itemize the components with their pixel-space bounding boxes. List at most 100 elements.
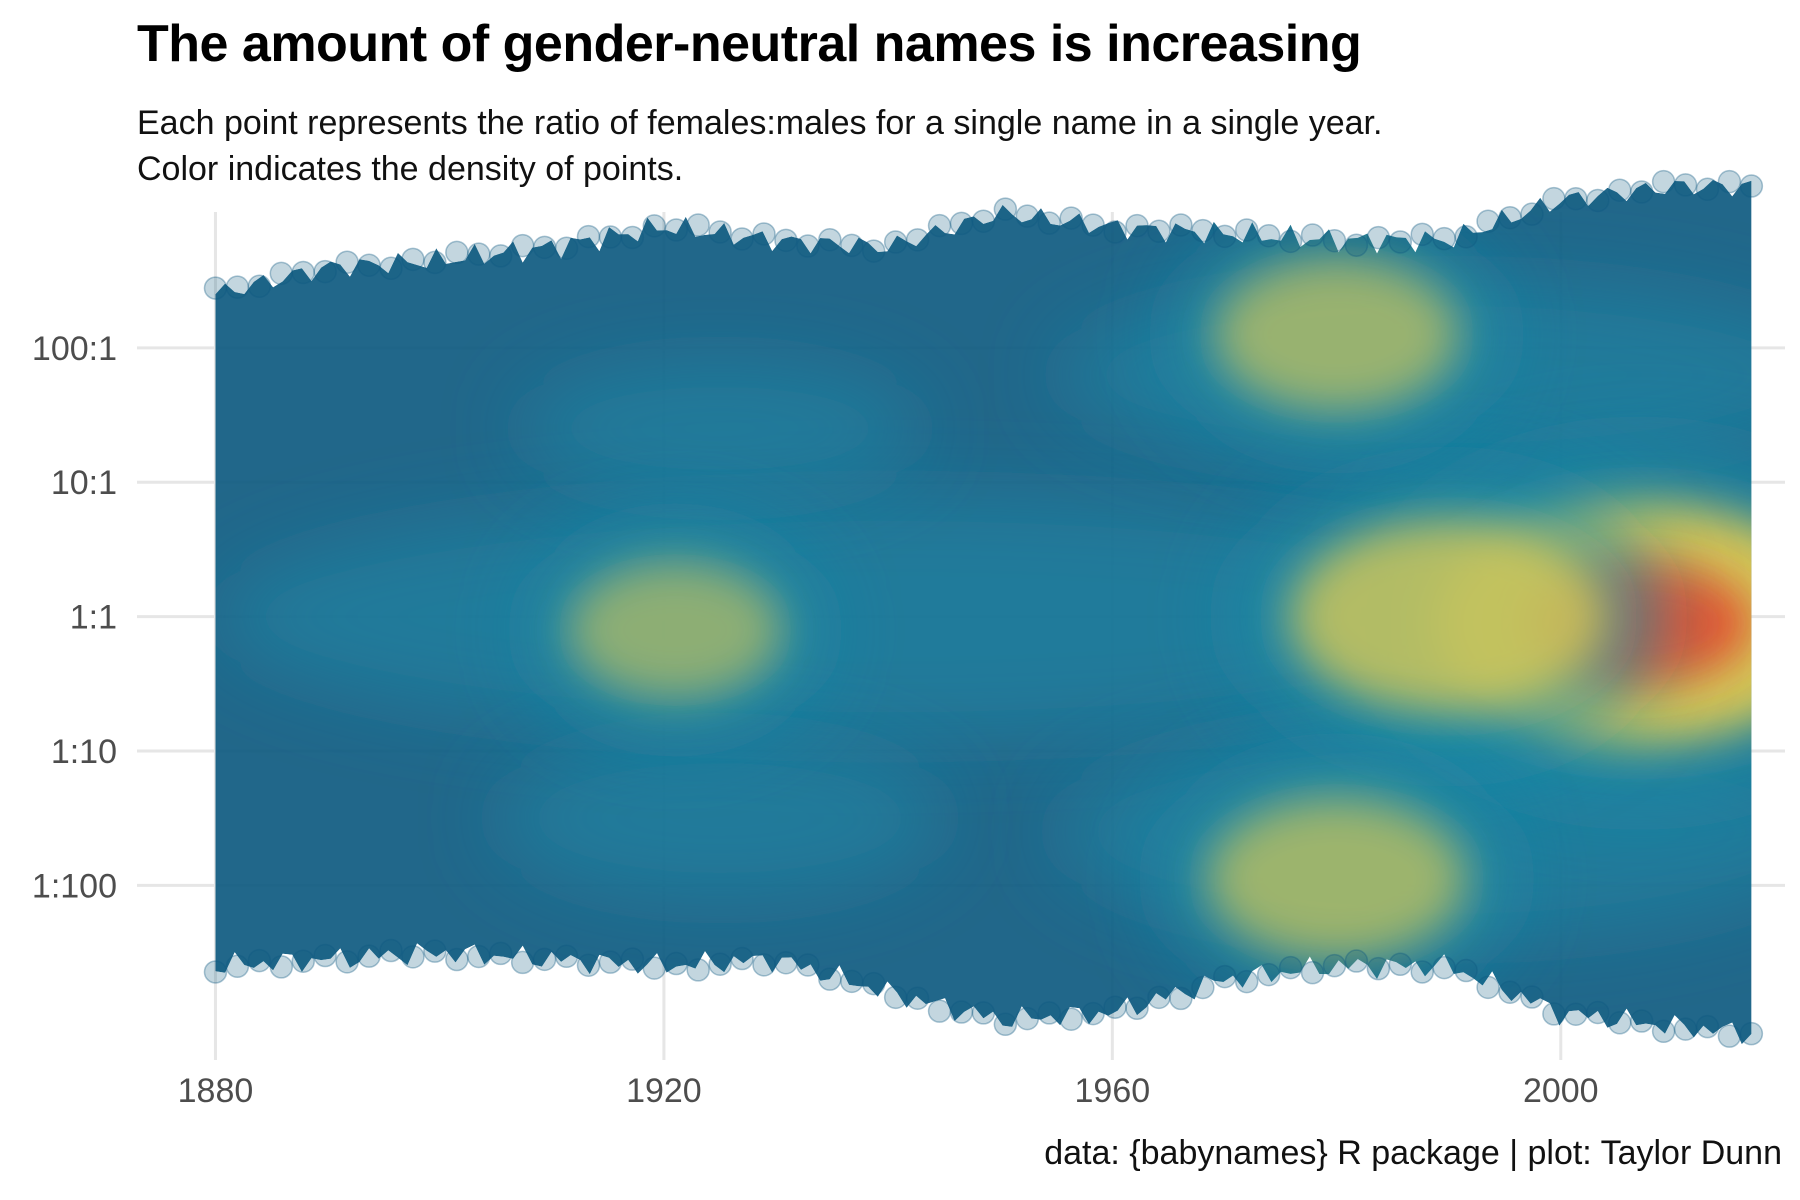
edge-point-bottom-21 — [664, 951, 688, 976]
edge-point-bottom-11 — [445, 947, 469, 972]
edge-point-top-41 — [1103, 220, 1127, 244]
edge-point-top-50 — [1300, 223, 1325, 247]
edge-point-top-18 — [598, 225, 623, 249]
edge-point-top-63 — [1586, 188, 1610, 213]
edge-point-bottom-13 — [488, 941, 513, 966]
edge-point-bottom-25 — [752, 953, 776, 977]
edge-point-bottom-49 — [1278, 955, 1303, 980]
subtitle-line-1: Each point represents the ratio of femal… — [137, 104, 1383, 142]
density-peak-4 — [529, 526, 821, 734]
x-tick-label-0: 1880 — [178, 1072, 254, 1110]
edge-point-bottom-32 — [905, 986, 930, 1010]
edge-point-bottom-31 — [883, 985, 908, 1010]
edge-point-top-55 — [1410, 222, 1434, 247]
edge-point-top-6 — [335, 250, 359, 274]
edge-point-bottom-55 — [1410, 960, 1434, 984]
edge-point-top-47 — [1234, 218, 1259, 242]
edge-point-bottom-61 — [1542, 1002, 1566, 1026]
edge-point-bottom-28 — [818, 967, 842, 991]
edge-point-top-53 — [1366, 225, 1391, 250]
edge-point-bottom-12 — [467, 944, 491, 969]
edge-point-bottom-1 — [225, 954, 250, 979]
edge-point-bottom-56 — [1432, 955, 1456, 980]
edge-point-top-22 — [686, 213, 710, 237]
edge-point-bottom-15 — [532, 947, 557, 972]
edge-point-top-37 — [1015, 204, 1040, 228]
edge-point-bottom-36 — [993, 1012, 1018, 1037]
edge-point-bottom-29 — [840, 969, 864, 994]
edge-point-top-20 — [642, 214, 667, 238]
edge-point-top-54 — [1388, 230, 1413, 254]
edge-point-top-44 — [1169, 213, 1193, 237]
edge-point-top-4 — [291, 260, 315, 285]
edge-point-top-56 — [1432, 226, 1456, 251]
edge-point-top-7 — [357, 253, 381, 277]
edge-point-bottom-60 — [1520, 985, 1544, 1009]
edge-point-top-35 — [971, 209, 996, 233]
edge-point-top-36 — [993, 197, 1018, 221]
edge-point-bottom-6 — [335, 950, 359, 974]
edge-point-top-1 — [225, 275, 250, 299]
edge-point-bottom-37 — [1015, 1006, 1040, 1031]
edge-point-top-66 — [1651, 169, 1676, 194]
edge-point-bottom-44 — [1169, 986, 1193, 1011]
edge-point-top-29 — [840, 233, 864, 258]
edge-point-top-51 — [1322, 228, 1347, 253]
edge-point-bottom-20 — [642, 956, 667, 980]
edge-point-top-52 — [1344, 233, 1369, 257]
edge-point-bottom-2 — [247, 948, 272, 973]
edge-point-bottom-46 — [1213, 964, 1237, 989]
y-tick-label-0: 100:1 — [32, 330, 117, 368]
axis-labels: 100:1 10:1 1:1 1:10 1:100 1880 1920 1960 2000 — [32, 330, 1599, 1110]
chart-title: The amount of gender-neutral names is in… — [137, 15, 1362, 73]
edge-point-top-2 — [247, 274, 272, 299]
edge-point-top-15 — [532, 235, 557, 260]
x-tick-label-3: 2000 — [1523, 1072, 1599, 1110]
edge-point-bottom-30 — [861, 971, 886, 996]
point-cloud — [215, 179, 1752, 1045]
edge-point-top-61 — [1542, 186, 1566, 211]
edge-point-top-62 — [1564, 186, 1588, 211]
edge-point-top-38 — [1037, 211, 1061, 235]
edge-point-bottom-67 — [1673, 1017, 1698, 1041]
edge-point-bottom-5 — [313, 943, 337, 968]
edge-point-top-11 — [445, 240, 469, 265]
edge-point-bottom-51 — [1322, 953, 1347, 978]
edge-point-bottom-40 — [1081, 1001, 1105, 1026]
edge-point-bottom-42 — [1125, 996, 1149, 1021]
edge-point-top-34 — [949, 211, 974, 236]
edge-point-bottom-63 — [1586, 1000, 1610, 1025]
edge-point-bottom-3 — [269, 955, 294, 979]
edge-point-top-45 — [1191, 218, 1215, 243]
edge-point-top-60 — [1520, 202, 1544, 226]
edge-point-top-16 — [554, 236, 579, 260]
edge-point-top-39 — [1059, 206, 1083, 230]
edge-point-bottom-53 — [1366, 956, 1391, 981]
edge-point-bottom-33 — [927, 999, 952, 1023]
edge-point-bottom-68 — [1695, 1014, 1720, 1039]
edge-point-top-8 — [379, 256, 403, 281]
edge-point-bottom-57 — [1454, 958, 1478, 983]
edge-point-bottom-66 — [1651, 1019, 1676, 1044]
y-tick-label-3: 1:10 — [51, 733, 117, 771]
edge-point-bottom-8 — [379, 938, 403, 963]
edge-point-top-28 — [818, 227, 842, 252]
edge-point-top-65 — [1629, 180, 1654, 204]
x-tick-label-1: 1920 — [626, 1072, 702, 1110]
edge-point-top-17 — [576, 224, 601, 249]
edge-point-top-9 — [401, 247, 425, 272]
edge-point-top-64 — [1607, 178, 1632, 202]
edge-point-top-68 — [1695, 177, 1720, 202]
edge-point-top-32 — [905, 228, 930, 252]
edge-point-bottom-38 — [1037, 1001, 1061, 1025]
edge-point-bottom-35 — [971, 1001, 996, 1025]
edge-point-bottom-47 — [1234, 969, 1259, 994]
edge-point-top-19 — [620, 225, 645, 250]
subtitle-line-2: Color indicates the density of points. — [137, 150, 684, 188]
chart-caption: data: {babynames} R package | plot: Tayl… — [1044, 1134, 1782, 1172]
edge-point-bottom-59 — [1498, 980, 1522, 1004]
edge-point-top-40 — [1081, 213, 1105, 237]
edge-point-top-3 — [269, 261, 294, 286]
edge-point-top-30 — [861, 239, 886, 263]
